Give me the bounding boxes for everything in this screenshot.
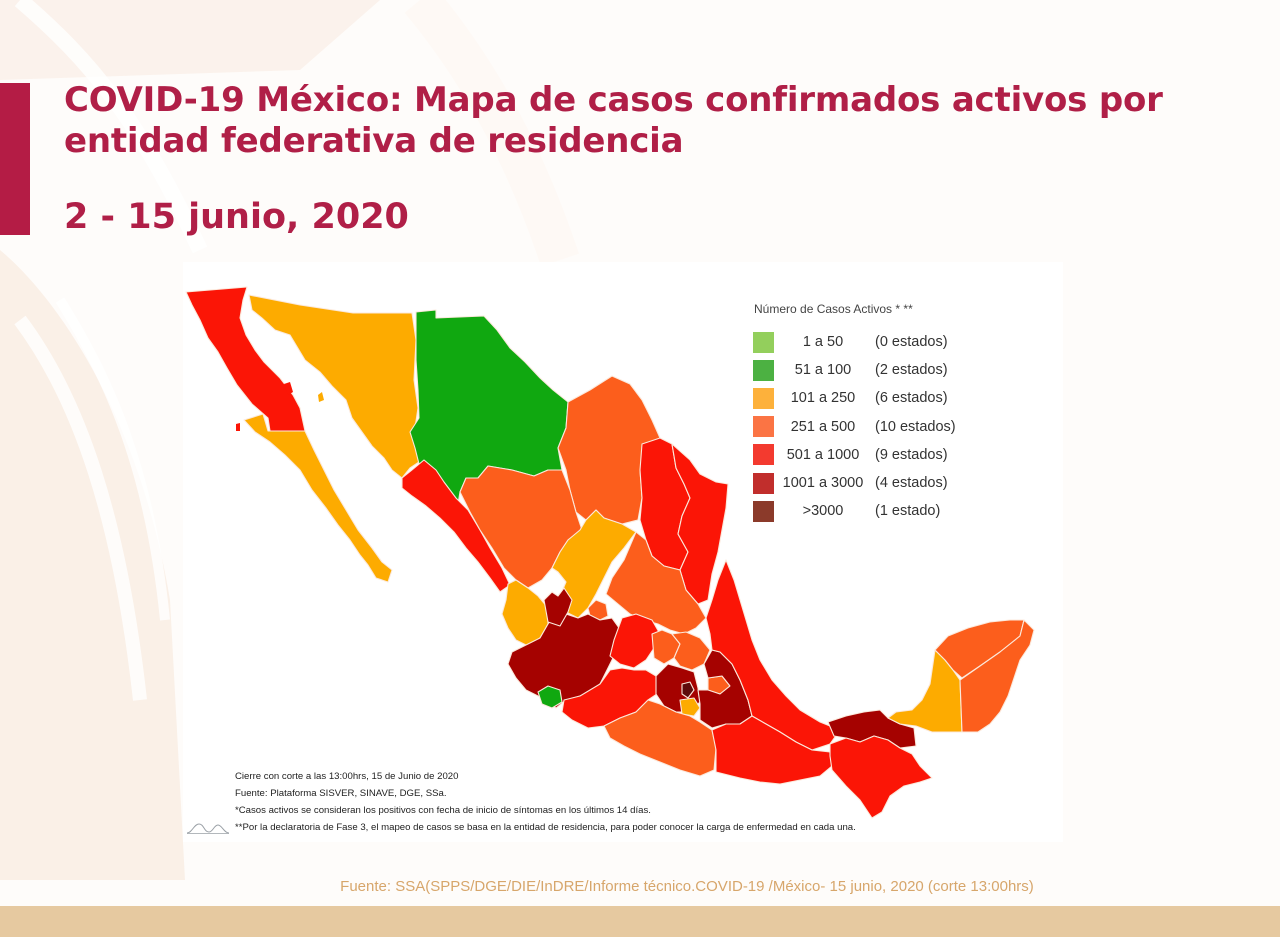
island-tiburon	[284, 382, 293, 395]
note-residence: **Por la declaratoria de Fase 3, el mape…	[235, 822, 856, 833]
state-baja-california-sur	[243, 413, 393, 583]
legend-count: (9 estados)	[875, 446, 948, 463]
legend-title: Número de Casos Activos * **	[754, 302, 913, 316]
accent-bar	[0, 83, 30, 235]
legend-swatch	[753, 331, 774, 353]
note-source: Fuente: Plataforma SISVER, SINAVE, DGE, …	[235, 788, 447, 799]
mini-logo-icon	[186, 823, 230, 834]
legend-range: 251 a 500	[790, 418, 856, 435]
legend-range: 51 a 100	[794, 362, 852, 379]
page-title: COVID-19 México: Mapa de casos confirmad…	[64, 80, 1163, 161]
mexico-choropleth-map	[185, 286, 1035, 819]
legend-range: 1 a 50	[802, 334, 844, 351]
legend-range: 1001 a 3000	[782, 475, 864, 492]
legend-item: 51 a 100 (2 estados)	[753, 356, 993, 384]
note-active-cases: *Casos activos se consideran los positiv…	[235, 805, 651, 816]
legend-count: (6 estados)	[875, 390, 948, 407]
state-coahuila	[557, 375, 661, 525]
note-cutoff: Cierre con corte a las 13:00hrs, 15 de J…	[235, 771, 459, 782]
legend-item: 251 a 500 (10 estados)	[753, 413, 993, 441]
state-jalisco-north	[543, 587, 573, 627]
footer-band	[0, 906, 1280, 937]
state-zacatecas	[551, 509, 637, 619]
legend-count: (1 estado)	[875, 503, 941, 520]
legend-swatch	[753, 444, 774, 466]
state-cdmx	[681, 681, 695, 699]
date-range: 2 - 15 junio, 2020	[64, 197, 409, 237]
map-notes: Cierre con corte a las 13:00hrs, 15 de J…	[235, 768, 856, 836]
legend-item: >3000 (1 estado)	[753, 497, 993, 525]
legend-swatch	[753, 500, 774, 522]
legend-item: 501 a 1000 (9 estados)	[753, 441, 993, 469]
source-text: Fuente: SSA(SPPS/DGE/DIE/InDRE/Informe t…	[340, 878, 1034, 895]
legend-range: >3000	[802, 503, 844, 520]
legend-range: 101 a 250	[790, 390, 856, 407]
legend-swatch	[753, 472, 774, 494]
legend-item: 101 a 250 (6 estados)	[753, 384, 993, 412]
state-tamaulipas	[671, 443, 729, 605]
state-chiapas	[829, 735, 933, 819]
source-citation: Fuente: SSA(SPPS/DGE/DIE/InDRE/Informe t…	[0, 878, 1280, 895]
legend-swatch	[753, 416, 774, 438]
island-small	[318, 392, 324, 402]
legend-count: (4 estados)	[875, 475, 948, 492]
state-quintana-roo	[959, 619, 1035, 733]
legend-count: (0 estados)	[875, 334, 948, 351]
state-morelos	[679, 697, 701, 717]
state-hidalgo	[671, 631, 711, 671]
legend-range: 501 a 1000	[786, 446, 860, 463]
state-colima	[537, 685, 563, 709]
legend-swatch	[753, 359, 774, 381]
legend-swatch	[753, 387, 774, 409]
legend-item: 1001 a 3000 (4 estados)	[753, 469, 993, 497]
state-guanajuato	[609, 613, 661, 669]
legend-count: (10 estados)	[875, 418, 956, 435]
legend-count: (2 estados)	[875, 362, 948, 379]
legend-item: 1 a 50 (0 estados)	[753, 328, 993, 356]
island-cedros	[236, 423, 240, 431]
map-legend: Número de Casos Activos * ** 1 a 50 (0 e…	[753, 302, 993, 525]
